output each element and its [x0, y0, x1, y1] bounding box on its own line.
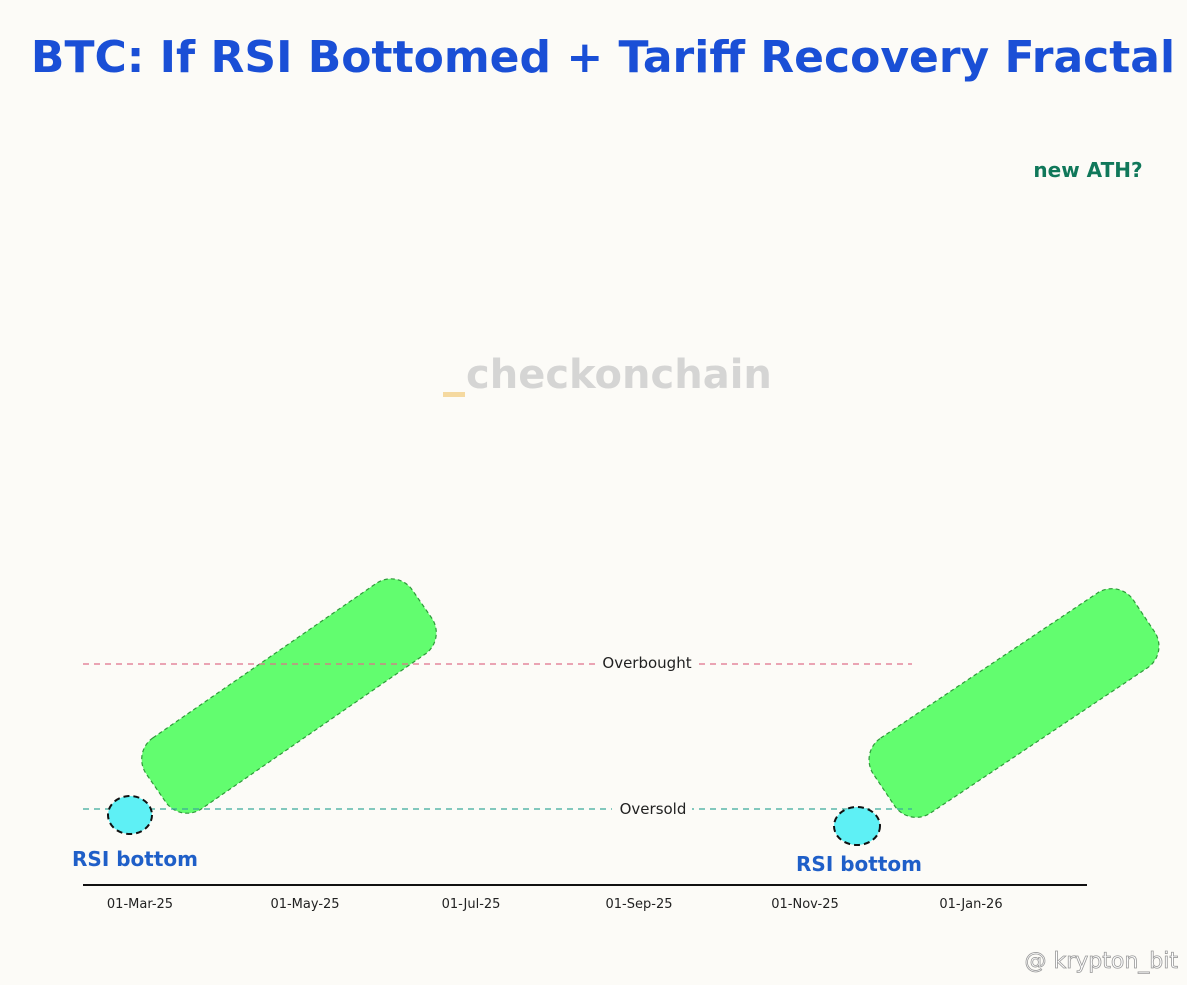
x-axis-ticks: 01-Mar-25 01-May-25 01-Jul-25 01-Sep-25 01-N…: [107, 897, 1003, 912]
highlight-box-right: [868, 588, 1160, 818]
oversold-label: Oversold: [620, 800, 687, 818]
highlight-boxes: [141, 578, 1160, 818]
x-tick-label: 01-Sep-25: [606, 897, 673, 912]
highlight-box-left: [141, 578, 437, 814]
chart-title: BTC: If RSI Bottomed + Tariff Recovery F…: [31, 32, 1175, 83]
overbought-label: Overbought: [602, 654, 691, 672]
x-tick-label: 01-May-25: [270, 897, 339, 912]
credit: @ krypton_bit: [1025, 949, 1179, 974]
new-ath-label: new ATH?: [1033, 158, 1142, 182]
oversold-label-bg: [612, 798, 692, 820]
rsi-bottom-label-left: RSI bottom: [72, 847, 198, 871]
x-tick-label: 01-Jan-26: [939, 897, 1002, 912]
x-tick-label: 01-Jul-25: [442, 897, 501, 912]
rsi-bottom-marker-right: [833, 806, 881, 846]
watermark: checkonchain: [466, 352, 772, 398]
x-tick-label: 01-Nov-25: [771, 897, 839, 912]
overbought-label-bg: [596, 652, 698, 674]
rsi-bottom-marker-left: [107, 795, 153, 835]
x-tick-label: 01-Mar-25: [107, 897, 173, 912]
rsi-bottom-label-right: RSI bottom: [796, 852, 922, 876]
watermark-dash: [443, 392, 465, 397]
